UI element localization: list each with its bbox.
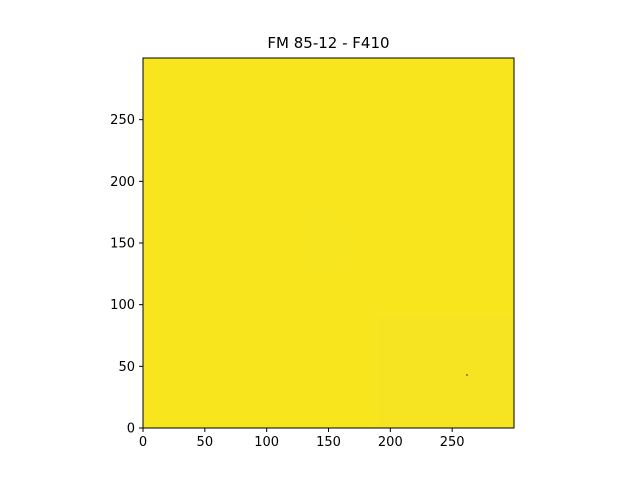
y-tick-label: 200	[110, 175, 135, 190]
x-tick-label: 250	[440, 435, 465, 450]
x-tick-label: 200	[378, 435, 403, 450]
plot-area	[142, 57, 515, 429]
chart-title: FM 85-12 - F410	[267, 34, 389, 52]
x-tick-label: 0	[139, 435, 147, 450]
x-tick-label: 50	[197, 435, 214, 450]
y-tick-label: 250	[110, 113, 135, 128]
y-tick-label: 50	[118, 360, 135, 375]
y-tick-label: 150	[110, 237, 135, 252]
y-tick-label: 100	[110, 298, 135, 313]
y-axis: 0 50 100 150 200 250	[110, 113, 143, 437]
x-tick-label: 150	[316, 435, 341, 450]
y-tick-label: 0	[127, 422, 135, 437]
heatmap-dot	[466, 374, 469, 376]
x-axis: 0 50 100 150 200 250	[139, 428, 465, 450]
heatmap-region	[303, 218, 341, 268]
heatmap-region	[377, 317, 514, 428]
x-tick-label: 100	[254, 435, 279, 450]
